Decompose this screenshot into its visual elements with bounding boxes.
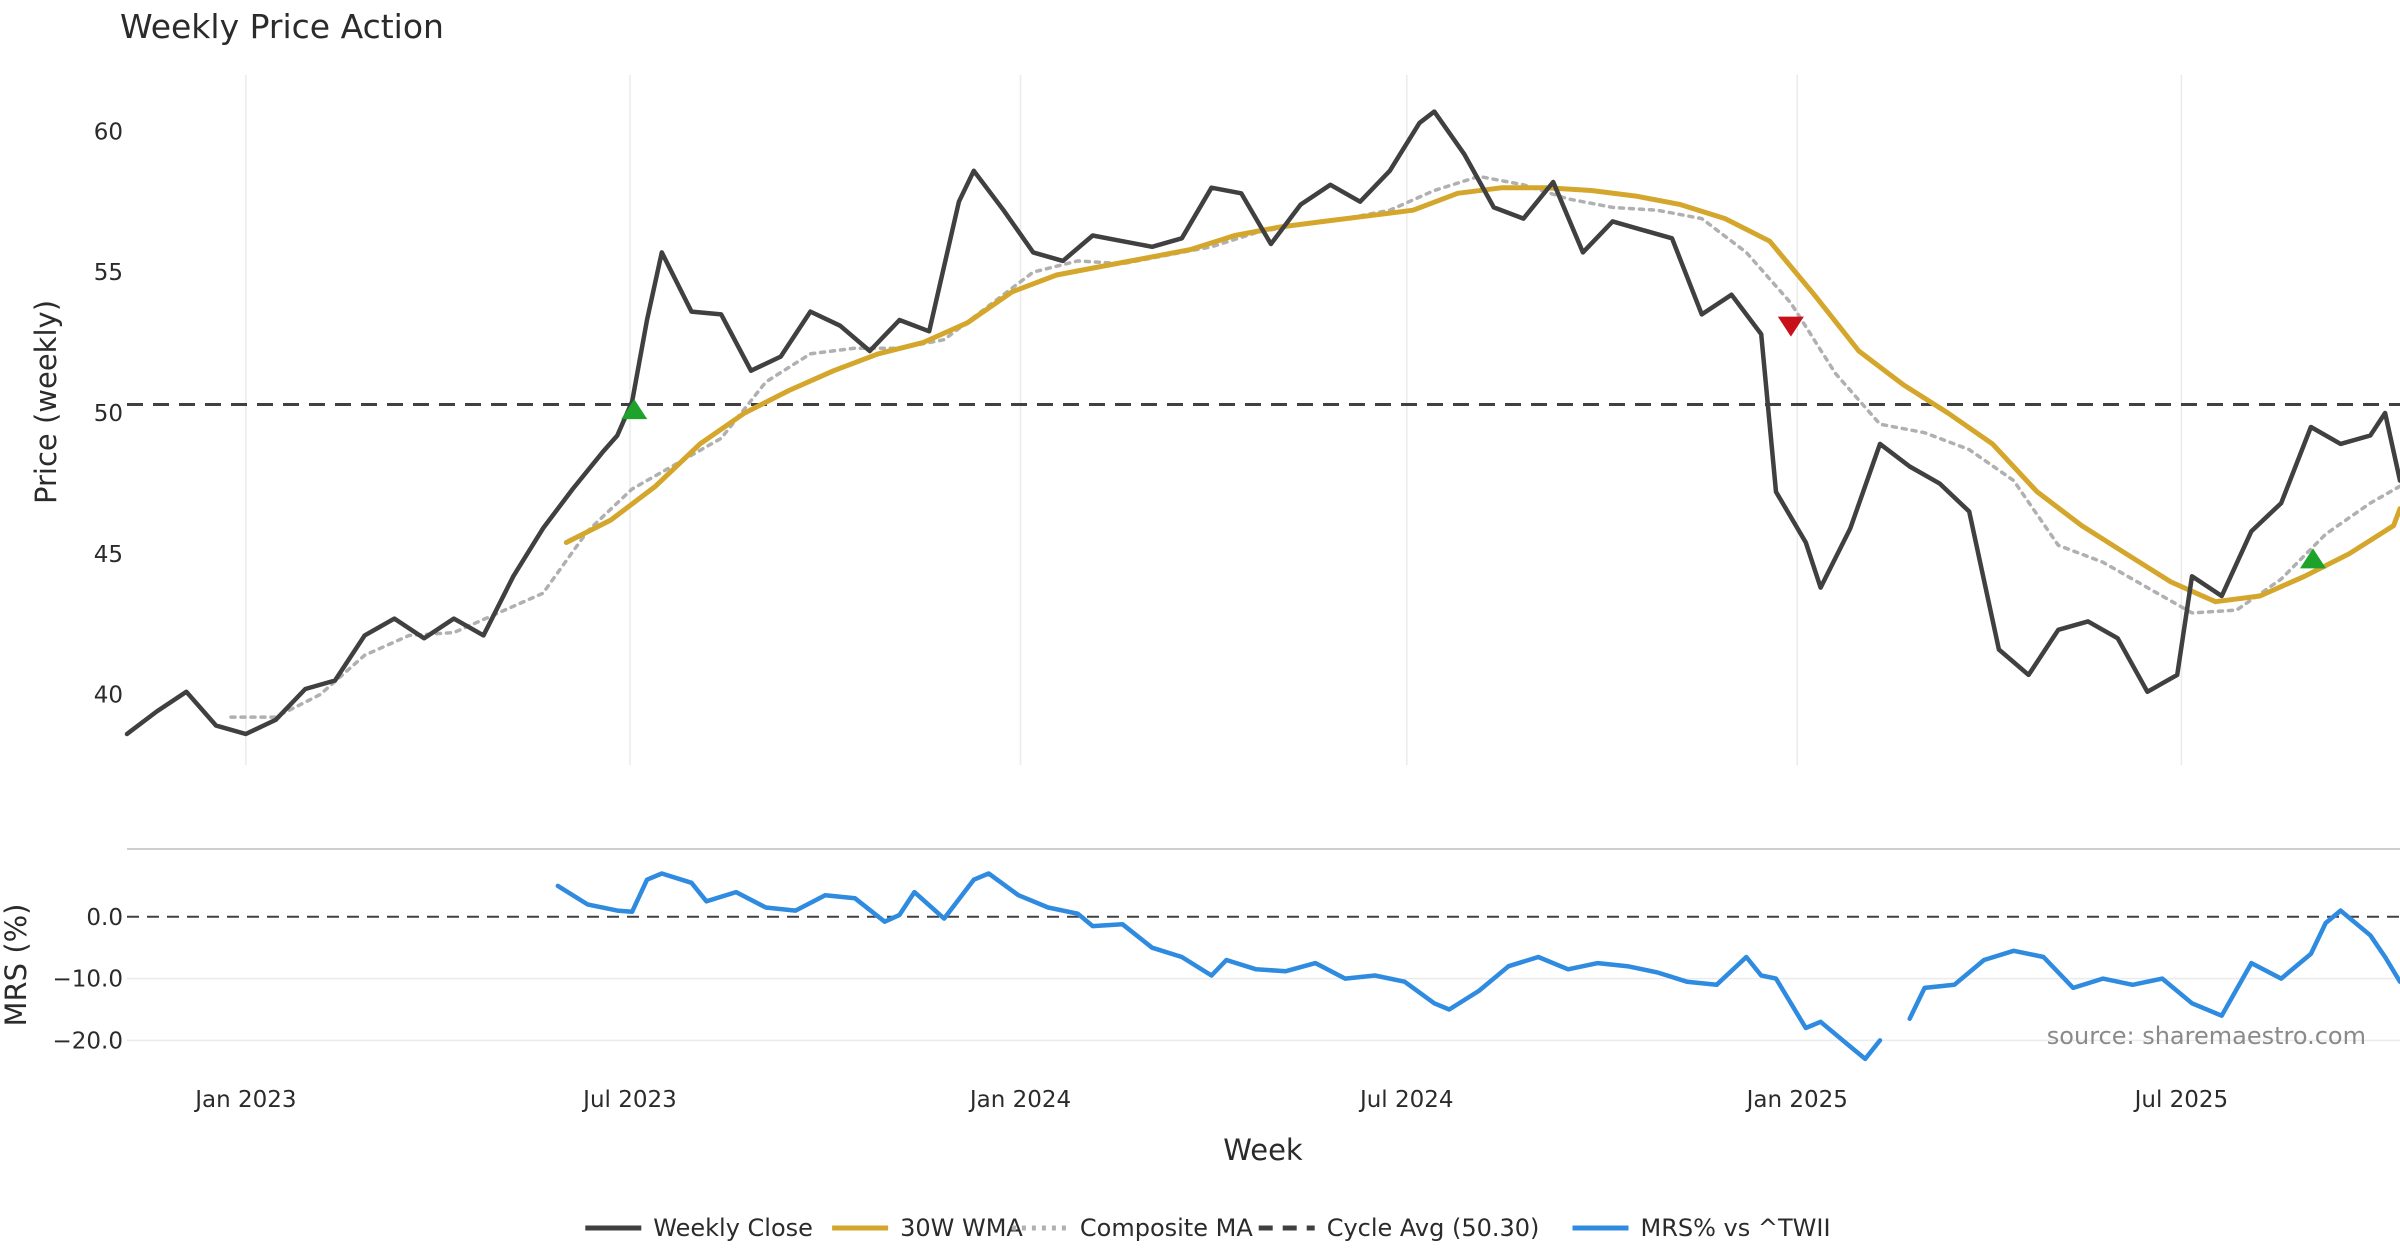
mrs-y-tick-label: −10.0 <box>53 967 123 993</box>
price-panel: 40 45 50 55 60 Price (weekly) <box>29 75 2400 765</box>
legend-item: Weekly Close <box>585 1214 813 1242</box>
mrs-gridlines <box>127 915 2400 1042</box>
price-y-tick-label: 55 <box>94 260 123 286</box>
legend-item: Cycle Avg (50.30) <box>1258 1214 1540 1242</box>
wma-30w-line <box>563 185 2400 605</box>
price-y-tick-label: 50 <box>94 401 123 427</box>
mrs-line <box>555 871 1883 1062</box>
mrs-y-axis-label: MRS (%) <box>0 904 33 1027</box>
buy-signal-marker <box>2299 548 2326 569</box>
price-y-tick-label: 45 <box>94 542 123 568</box>
legend-label: MRS% vs ^TWII <box>1641 1214 1831 1242</box>
mrs-y-ticks: 0.0 −10.0 −20.0 <box>53 905 123 1055</box>
composite-ma-line <box>229 174 2400 719</box>
signal-markers <box>621 316 2326 569</box>
legend: Weekly Close 30W WMA Composite MA Cycle Avg… <box>585 1214 1831 1242</box>
sell-signal-marker <box>1777 316 1804 337</box>
legend-label: Weekly Close <box>653 1214 813 1242</box>
mrs-y-tick-label: 0.0 <box>86 905 123 931</box>
mrs-line <box>1907 908 2400 1021</box>
weekly-close-line <box>124 109 2400 737</box>
legend-label: 30W WMA <box>900 1214 1023 1242</box>
price-y-axis-label: Price (weekly) <box>29 300 63 504</box>
source-note: source: sharemaestro.com <box>2047 1022 2366 1050</box>
price-y-tick-label: 60 <box>94 119 123 145</box>
mrs-y-tick-label: −20.0 <box>53 1028 123 1054</box>
price-y-tick-label: 40 <box>94 683 123 709</box>
legend-label: Cycle Avg (50.30) <box>1327 1214 1540 1242</box>
legend-item: Composite MA <box>1011 1214 1253 1242</box>
mrs-series <box>555 871 2400 1062</box>
legend-item: MRS% vs ^TWII <box>1572 1214 1831 1242</box>
x-tick-label: Jan 2024 <box>968 1087 1071 1113</box>
mrs-panel: 0.0 −10.0 −20.0 MRS (%) source: sharemaest… <box>0 871 2400 1062</box>
buy-signal-marker <box>621 399 648 420</box>
legend-item: 30W WMA <box>832 1214 1023 1242</box>
x-tick-label: Jul 2023 <box>581 1087 677 1113</box>
x-tick-label: Jul 2025 <box>2133 1087 2229 1113</box>
x-tick-label: Jul 2024 <box>1358 1087 1454 1113</box>
x-tick-label: Jan 2023 <box>193 1087 296 1113</box>
x-axis-label: Week <box>1223 1133 1303 1167</box>
price-gridlines <box>245 75 2183 765</box>
price-y-ticks: 40 45 50 55 60 <box>94 119 123 708</box>
legend-label: Composite MA <box>1080 1214 1253 1242</box>
chart-title: Weekly Price Action <box>120 7 444 46</box>
x-axis-ticks: Jan 2023 Jul 2023 Jan 2024 Jul 2024 Jan 2025… <box>193 1087 2228 1113</box>
x-tick-label: Jan 2025 <box>1745 1087 1848 1113</box>
